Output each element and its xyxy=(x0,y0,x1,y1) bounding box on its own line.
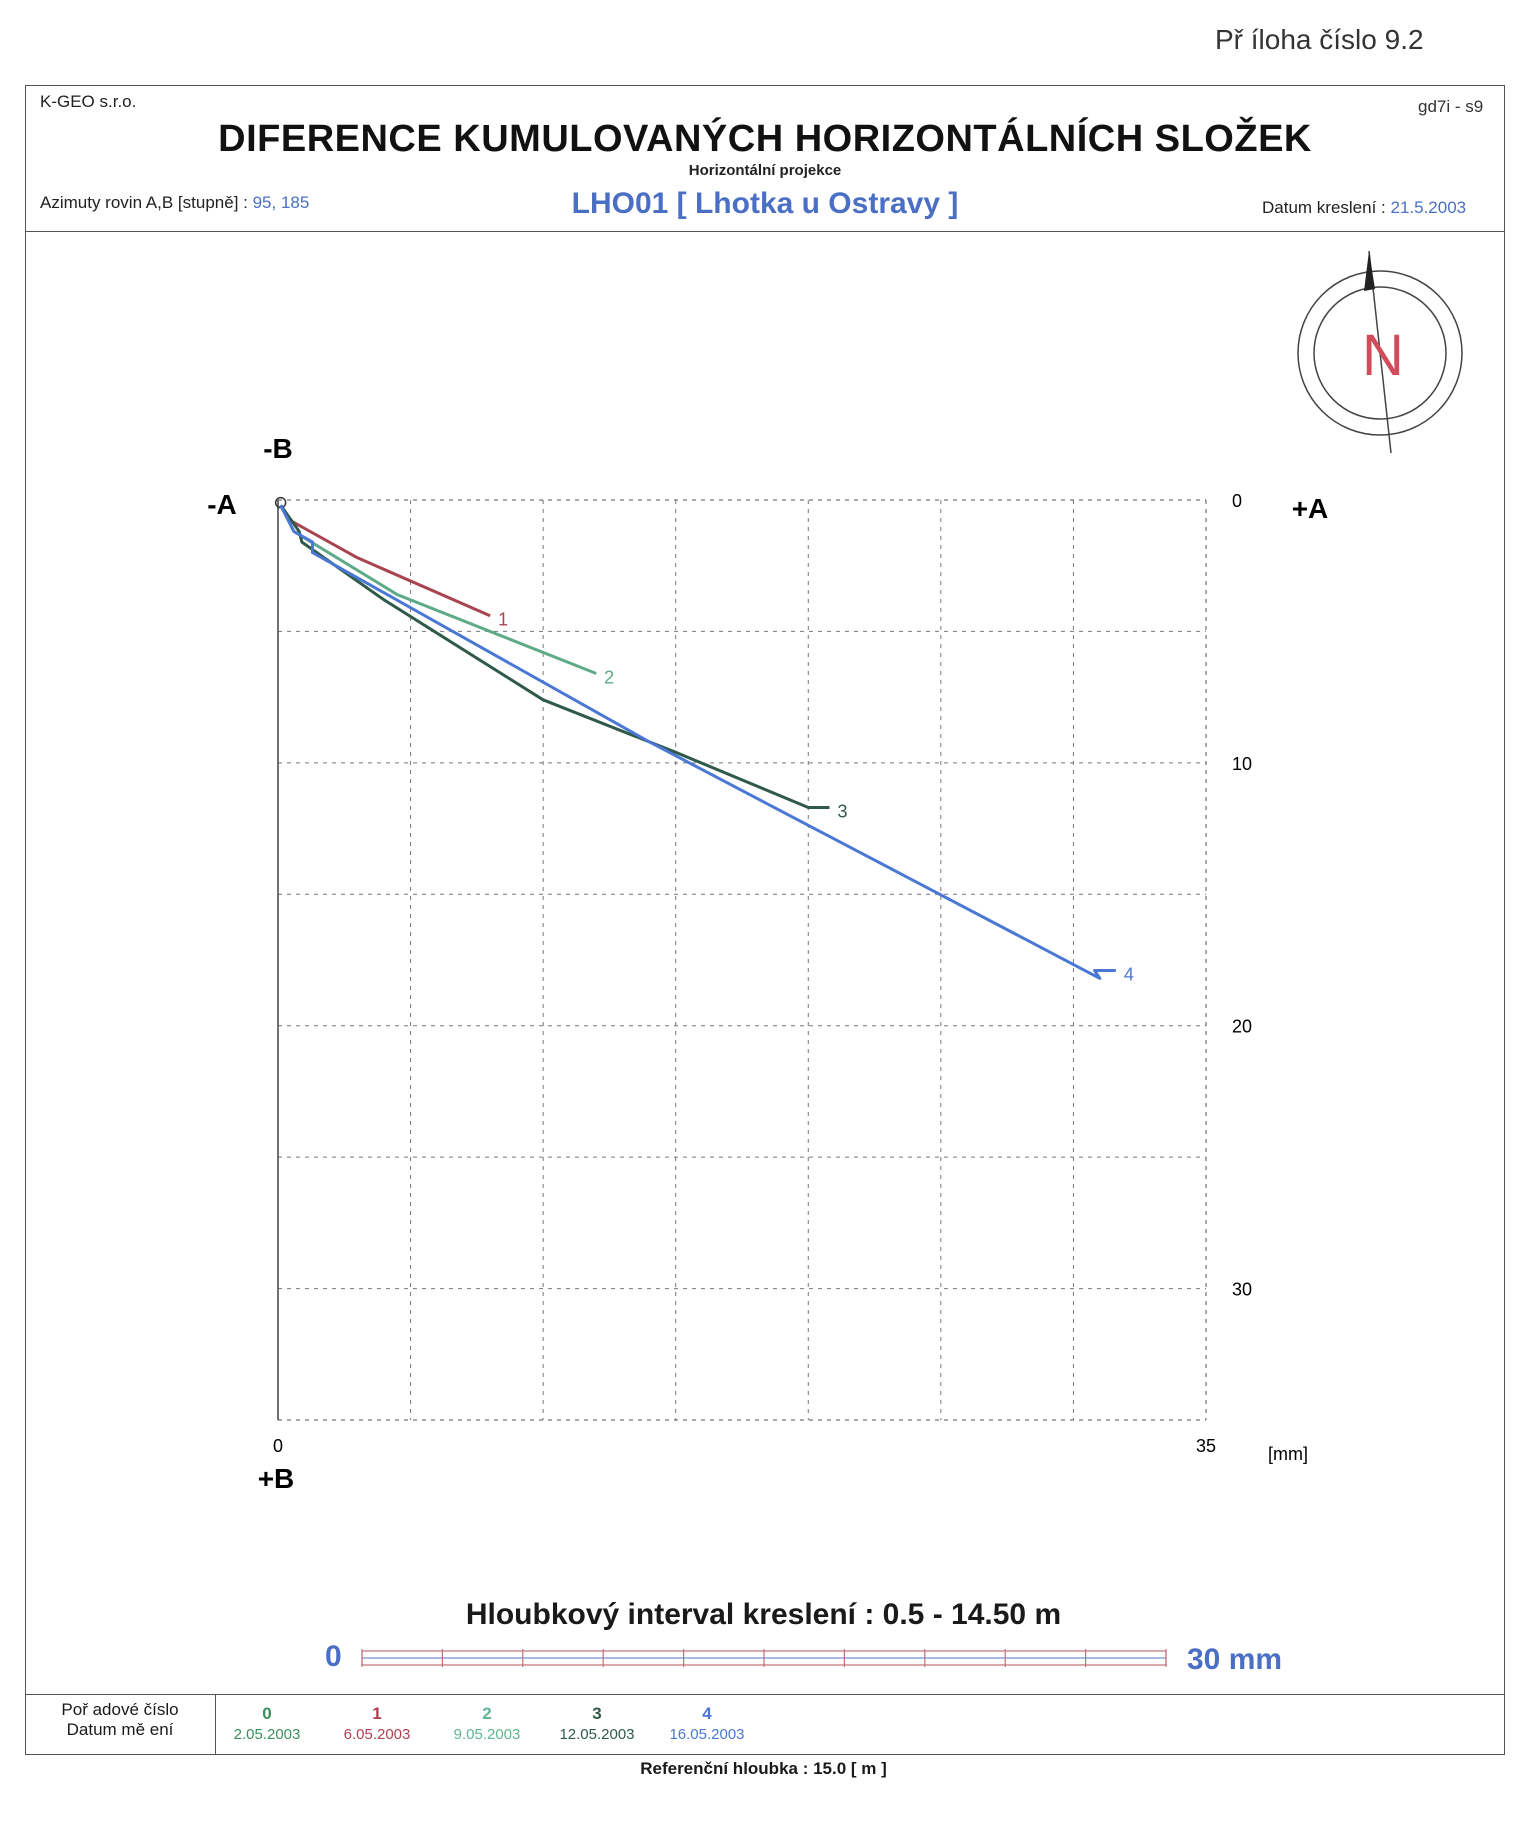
date-label: Datum kreslení : xyxy=(1262,198,1391,217)
azimuth-value: 95, 185 xyxy=(252,193,310,212)
date-value: 21.5.2003 xyxy=(1390,198,1467,217)
legend-entry-date: 6.05.2003 xyxy=(343,1726,411,1743)
scale-bar-start: 0 xyxy=(325,1640,342,1673)
legend-entry-date: 12.05.2003 xyxy=(559,1726,635,1743)
legend-entry-number: 3 xyxy=(592,1704,602,1723)
chart-title: DIFERENCE KUMULOVANÝCH HORIZONTÁLNÍCH SL… xyxy=(218,118,1312,160)
chart-subtitle: Horizontální projekce xyxy=(688,162,842,179)
north-arrow-icon xyxy=(1297,250,1463,454)
compass: N xyxy=(1297,250,1463,454)
x-tick-label: 35 xyxy=(1196,1436,1216,1456)
drawing-code: gd7i - s9 xyxy=(1418,97,1484,116)
axis-label-minus-b: -B xyxy=(263,433,293,464)
series-end-label-2: 2 xyxy=(604,667,614,687)
legend-divider xyxy=(25,1694,1505,1695)
azimuth-info: Azimuty rovin A,B [stupně] : 95, 185 xyxy=(40,193,309,213)
azimuth-label: Azimuty rovin A,B [stupně] : xyxy=(40,193,253,212)
y-tick-label: 0 xyxy=(1232,491,1242,511)
chart-series: 1 2 3 4 xyxy=(274,496,1134,985)
legend-order-label: Poř adové číslo xyxy=(61,1700,179,1719)
legend-entry-date: 2.05.2003 xyxy=(233,1726,301,1743)
legend-headers: Poř adové číslo Datum mě ení xyxy=(30,1700,210,1740)
legend-entry-date: 16.05.2003 xyxy=(669,1726,745,1743)
scale-bar-end: 30 mm xyxy=(1187,1643,1283,1676)
series-end-label-1: 1 xyxy=(498,610,508,630)
unit-label: [mm] xyxy=(1268,1444,1308,1464)
scale-bar-ticks xyxy=(361,1649,1167,1667)
legend-entry-number: 4 xyxy=(702,1704,712,1723)
series-line-4 xyxy=(279,504,1116,980)
scale-bar xyxy=(361,1649,1167,1667)
drawing-frame xyxy=(25,85,1505,1755)
reference-depth: Referenční hloubka : 15.0 [ m ] xyxy=(640,1759,887,1778)
legend-entry-number: 0 xyxy=(262,1704,272,1723)
drawing-date: Datum kreslení : 21.5.2003 xyxy=(1262,198,1466,218)
legend-column-divider xyxy=(215,1694,216,1754)
series-end-label-3: 3 xyxy=(837,802,847,822)
y-tick-label: 30 xyxy=(1232,1280,1252,1300)
y-tick-label: 20 xyxy=(1232,1017,1252,1037)
company-name: K-GEO s.r.o. xyxy=(40,92,137,111)
appendix-number: Př íloha číslo 9.2 xyxy=(1215,24,1424,55)
inclinometer-chart: 1 2 3 4 0 10 20 30 0 35 -B -A +A +B [mm] xyxy=(207,433,1329,1494)
legend-entry-date: 9.05.2003 xyxy=(453,1726,521,1743)
depth-interval: Hloubkový interval kreslení : 0.5 - 14.5… xyxy=(465,1598,1062,1631)
legend-entry-number: 2 xyxy=(482,1704,492,1723)
location-title: LHO01 [ Lhotka u Ostravy ] xyxy=(571,187,959,220)
axis-label-plus-b: +B xyxy=(258,1463,295,1494)
axis-label-minus-a: -A xyxy=(207,489,237,520)
legend-date-label: Datum mě ení xyxy=(66,1720,174,1739)
series-end-label-4: 4 xyxy=(1124,965,1134,985)
series-line-2 xyxy=(279,504,597,675)
y-tick-label: 10 xyxy=(1232,754,1252,774)
x-tick-label: 0 xyxy=(273,1436,283,1456)
axis-label-plus-a: +A xyxy=(1292,493,1329,524)
legend-entry-number: 1 xyxy=(372,1704,382,1723)
chart-ticks: 0 10 20 30 0 35 xyxy=(273,491,1252,1456)
header-divider xyxy=(25,231,1505,232)
compass-north-letter: N xyxy=(1362,323,1404,388)
